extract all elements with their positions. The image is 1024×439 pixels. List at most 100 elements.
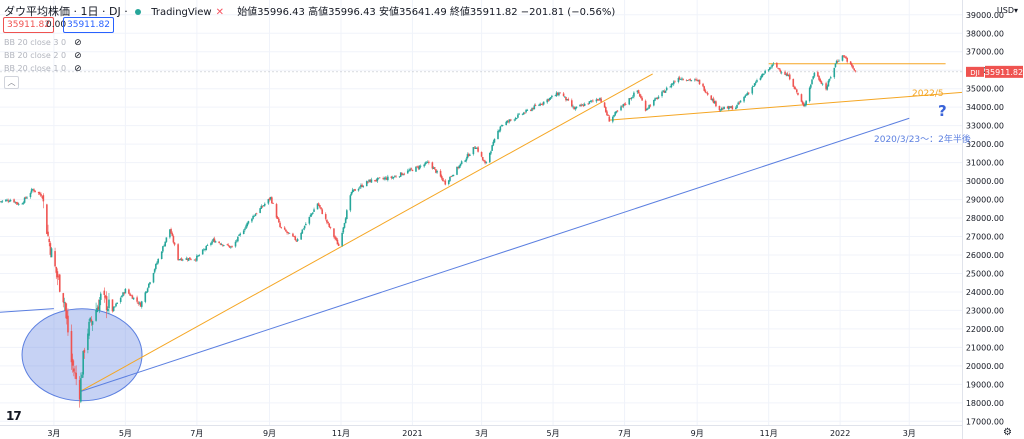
collapse-legend-button[interactable]: ︿ xyxy=(4,76,19,89)
candle-body xyxy=(562,93,565,97)
buy-price-box[interactable]: 35911.82 xyxy=(63,17,114,33)
eye-icon[interactable]: ⊘ xyxy=(74,51,82,61)
gear-icon[interactable]: ⚙ xyxy=(1003,427,1012,438)
candle-body xyxy=(428,161,430,163)
x-tick-label: 2022 xyxy=(830,429,850,438)
indicator-bb-1[interactable]: BB 20 close 1 0 ⊘ xyxy=(4,64,82,74)
candle-body xyxy=(737,102,739,105)
candle-body xyxy=(548,98,551,101)
candle-body xyxy=(382,178,384,180)
y-tick-label: 20000.00 xyxy=(966,362,1004,371)
candle-body xyxy=(786,73,789,76)
candle-body xyxy=(54,251,56,267)
candle-body xyxy=(672,81,675,85)
candle-body xyxy=(663,90,666,93)
eye-icon[interactable]: ⊘ xyxy=(74,64,82,74)
candle-body xyxy=(198,254,200,256)
candle-body xyxy=(795,89,798,93)
candle-body xyxy=(162,246,164,252)
candle-body xyxy=(763,73,765,75)
candle-body xyxy=(664,90,667,93)
indicator-bb-2[interactable]: BB 20 close 2 0 ⊘ xyxy=(4,51,82,61)
candle-body xyxy=(156,262,158,265)
candle-body xyxy=(214,241,217,243)
candle-body xyxy=(480,152,483,157)
candle-body xyxy=(308,216,311,224)
candle-body xyxy=(646,108,648,111)
tradingview-logo-icon: 17 xyxy=(6,409,22,423)
candle-body xyxy=(129,293,131,296)
candle-body xyxy=(444,180,447,185)
currency-selector[interactable]: USD▾ xyxy=(996,6,1018,15)
y-tick-label: 35000.00 xyxy=(966,85,1004,94)
candle-body xyxy=(641,97,643,101)
candle-body xyxy=(42,195,45,202)
candle-body xyxy=(180,258,183,261)
indicator-label: BB 20 close 2 0 xyxy=(4,51,67,60)
candle-body xyxy=(70,331,73,363)
candle-body xyxy=(254,214,257,217)
candle-body xyxy=(656,97,659,99)
candle-body xyxy=(385,177,388,180)
candle-body xyxy=(767,69,770,71)
candle-body xyxy=(506,120,509,123)
candle-body xyxy=(395,176,397,178)
candle-body xyxy=(450,176,452,178)
candle-body xyxy=(285,229,287,232)
candle-body xyxy=(267,199,270,204)
x-tick-label: 5月 xyxy=(119,429,132,438)
candle-body xyxy=(606,111,608,116)
candle-body xyxy=(515,118,518,119)
candle-body xyxy=(73,368,75,372)
candle-body xyxy=(14,201,17,203)
candle-body xyxy=(608,116,611,122)
candle-body xyxy=(140,301,143,307)
candle-body xyxy=(571,100,573,107)
x-tick-label: 3月 xyxy=(903,429,916,438)
candle-body xyxy=(179,259,182,260)
eye-icon[interactable]: ⊘ xyxy=(74,38,82,48)
candle-body xyxy=(711,98,714,101)
candle-body xyxy=(334,236,336,239)
candle-body xyxy=(842,55,845,57)
sell-price-box[interactable]: 35911.82 xyxy=(3,17,54,33)
candle-body xyxy=(88,321,90,336)
spread-value: 0.00 xyxy=(46,20,67,30)
candle-body xyxy=(424,162,427,165)
candle-body xyxy=(669,86,672,88)
indicator-bb-3[interactable]: BB 20 close 3 0 ⊘ xyxy=(4,38,82,48)
candle-body xyxy=(565,96,567,101)
x-tick-label: 9月 xyxy=(691,429,704,438)
x-tick-label: 11月 xyxy=(760,429,778,438)
candle-body xyxy=(661,91,663,97)
candle-body xyxy=(620,106,622,111)
candle-body xyxy=(452,174,455,177)
candle-body xyxy=(654,98,656,101)
candle-body xyxy=(313,209,315,212)
candle-body xyxy=(534,105,537,106)
candle-body xyxy=(387,176,389,181)
candle-body xyxy=(146,288,149,292)
candle-body xyxy=(764,70,766,74)
candle-body xyxy=(845,56,847,59)
symbol-title[interactable]: ダウ平均株価 · 1日 · DJ · xyxy=(4,5,132,18)
candle-body xyxy=(743,96,745,102)
candle-body xyxy=(204,249,206,251)
candle-body xyxy=(342,227,345,233)
candle-body xyxy=(137,302,140,304)
candle-body xyxy=(671,83,674,85)
candle-body xyxy=(662,90,665,92)
candle-body xyxy=(778,68,781,70)
close-icon[interactable]: ✕ xyxy=(215,7,224,18)
candle-body xyxy=(787,75,790,77)
candle-body xyxy=(155,264,157,269)
candle-body xyxy=(29,193,32,198)
candle-body xyxy=(485,161,488,163)
candle-body xyxy=(374,179,376,181)
candle-body xyxy=(321,209,324,215)
candle-body xyxy=(531,108,533,111)
candle-body xyxy=(213,238,216,243)
candle-body xyxy=(205,245,208,250)
candle-body xyxy=(498,130,500,132)
